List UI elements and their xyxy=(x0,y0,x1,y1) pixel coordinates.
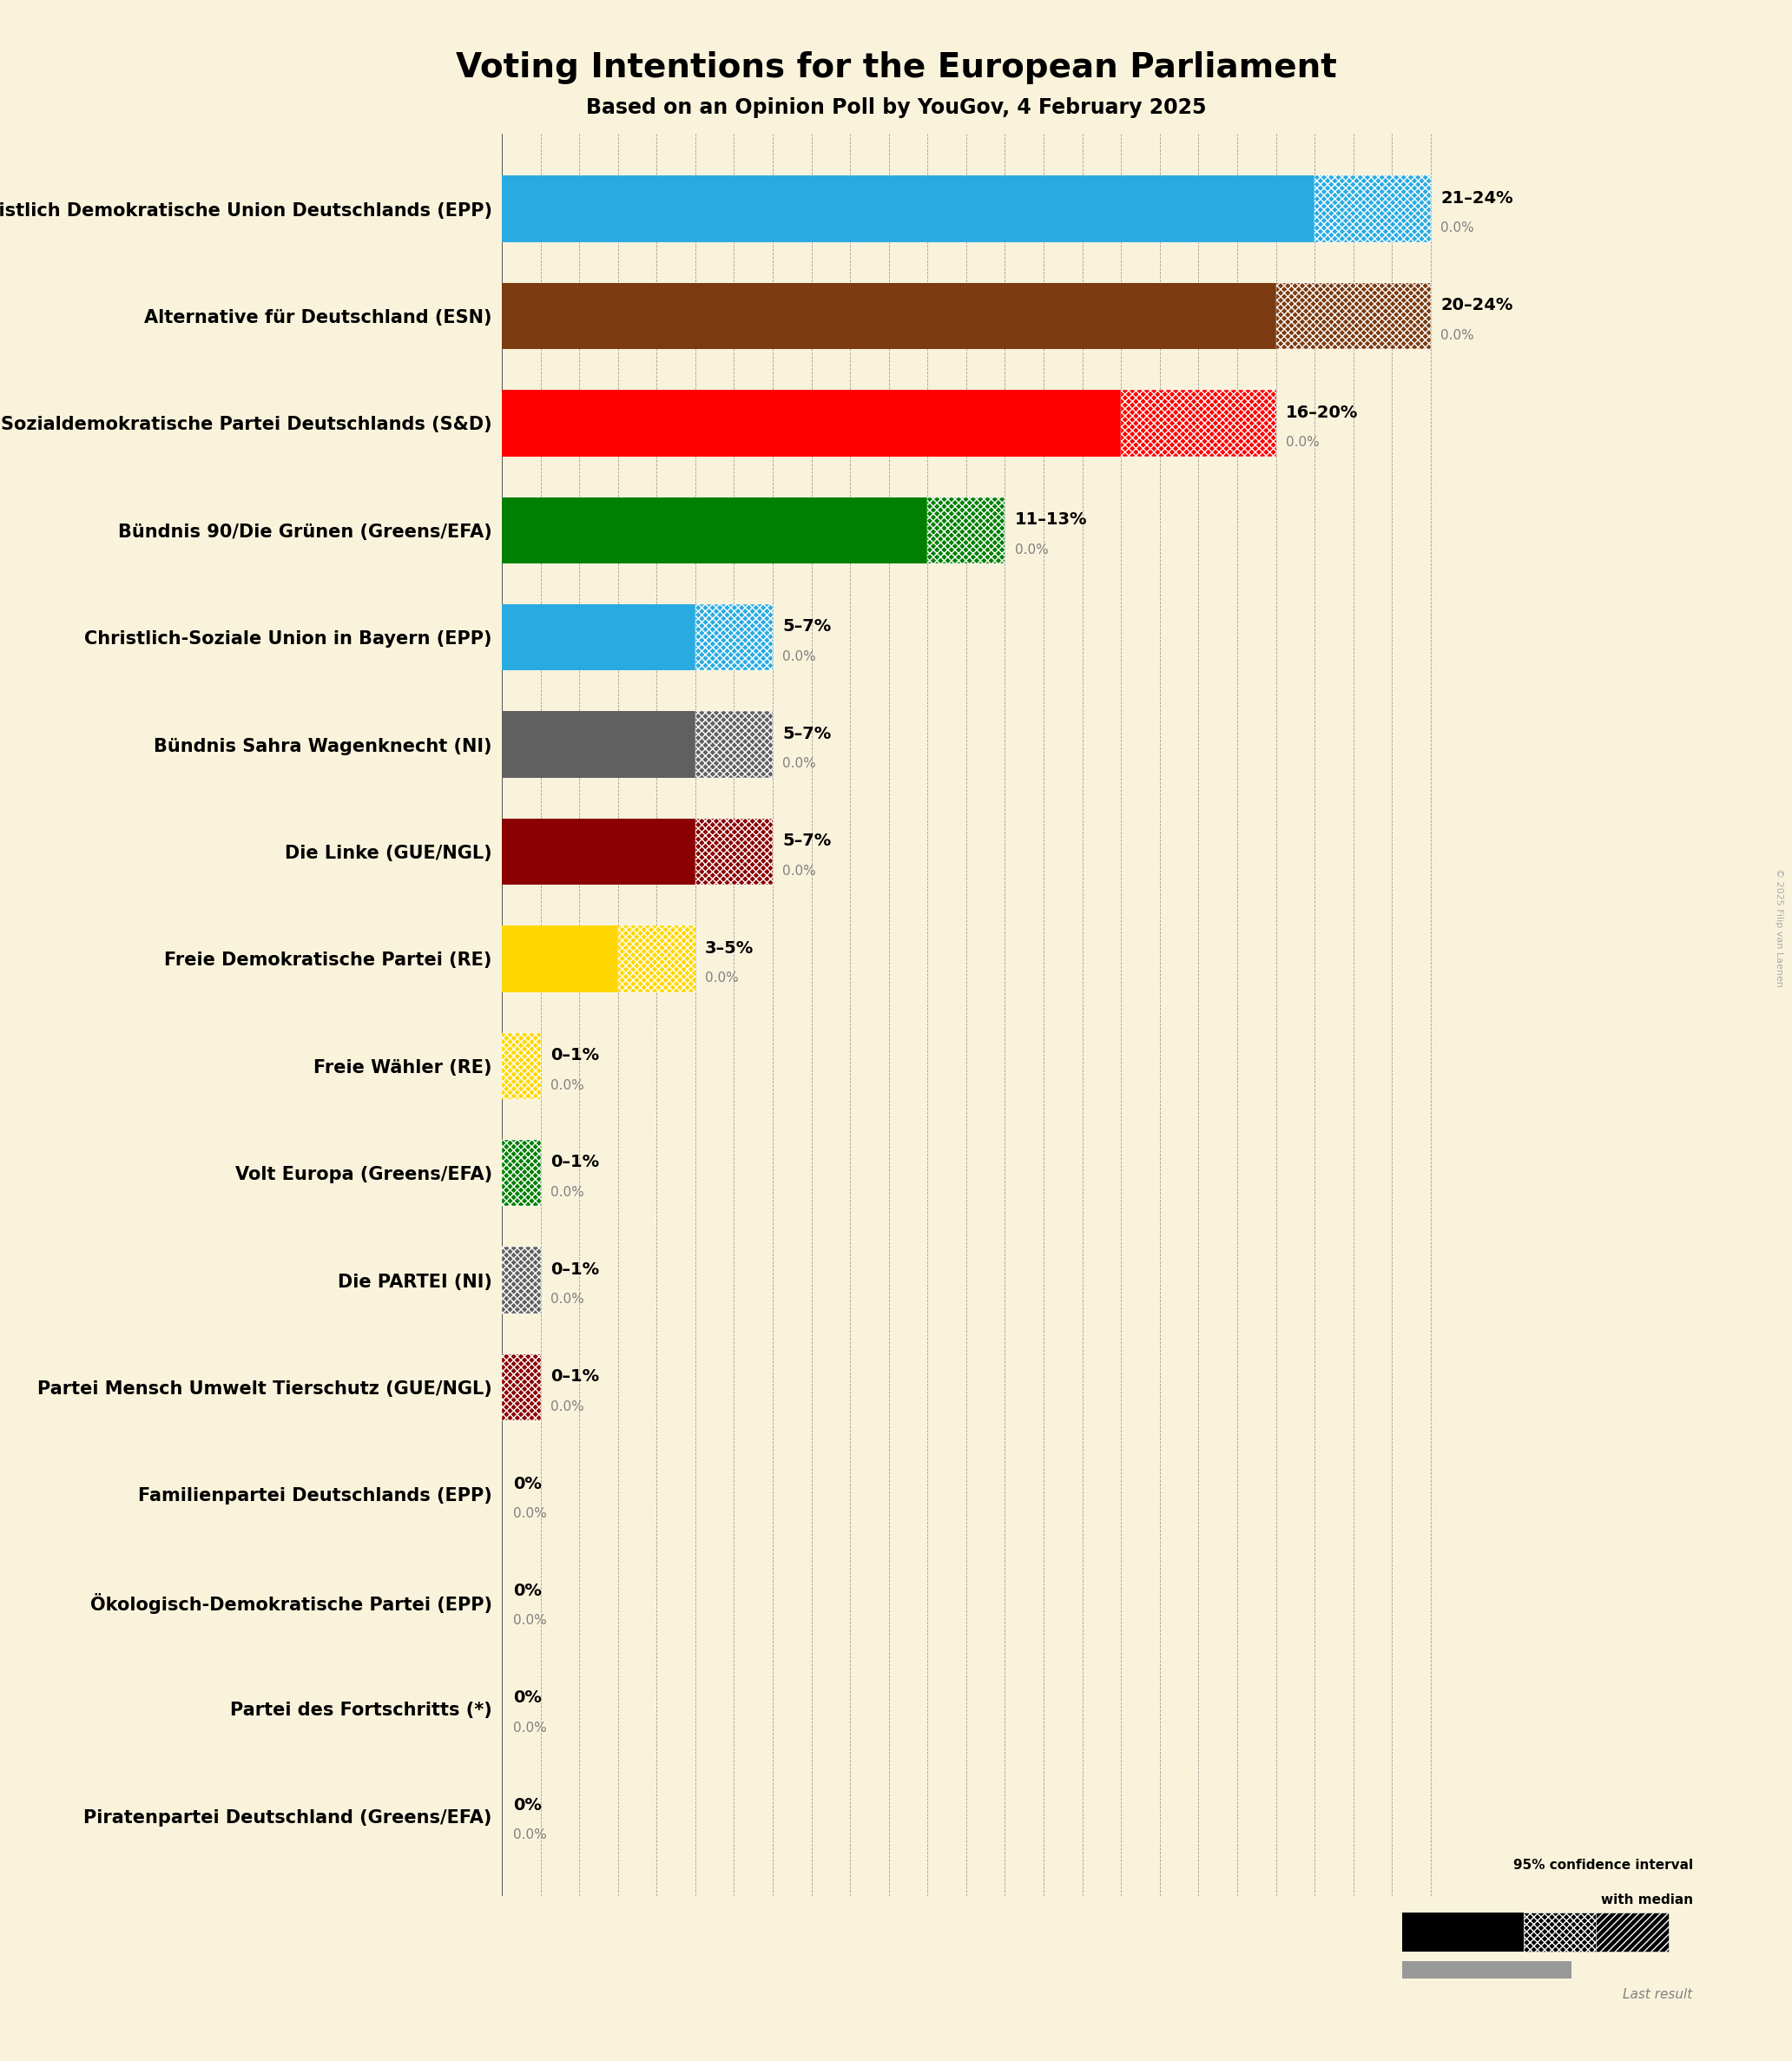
Text: 0.0%: 0.0% xyxy=(513,1614,547,1628)
Text: 0.0%: 0.0% xyxy=(1441,223,1475,235)
Bar xyxy=(502,925,618,991)
Text: 0–1%: 0–1% xyxy=(550,1369,599,1385)
Bar xyxy=(1315,175,1430,241)
Text: 21–24%: 21–24% xyxy=(1441,190,1512,206)
Bar xyxy=(1403,1913,1523,1952)
Bar xyxy=(928,497,1005,563)
Bar xyxy=(618,925,695,991)
Text: 0–1%: 0–1% xyxy=(550,1154,599,1171)
Text: © 2025 Filip van Laenen: © 2025 Filip van Laenen xyxy=(1774,868,1783,987)
Text: 5–7%: 5–7% xyxy=(783,618,831,635)
Text: 0.0%: 0.0% xyxy=(513,1721,547,1735)
Text: 0%: 0% xyxy=(513,1583,541,1599)
Text: 95% confidence interval: 95% confidence interval xyxy=(1512,1859,1693,1871)
Bar xyxy=(502,1247,541,1313)
Text: 0.0%: 0.0% xyxy=(783,864,815,878)
Bar xyxy=(502,711,695,777)
Text: 0.0%: 0.0% xyxy=(1285,437,1319,449)
Text: 0.0%: 0.0% xyxy=(783,756,815,771)
Text: 0%: 0% xyxy=(513,1690,541,1707)
Bar xyxy=(502,1033,541,1099)
Bar xyxy=(1597,1913,1668,1952)
Text: 3–5%: 3–5% xyxy=(704,940,754,956)
Bar xyxy=(1523,1913,1597,1952)
Text: Based on an Opinion Poll by YouGov, 4 February 2025: Based on an Opinion Poll by YouGov, 4 Fe… xyxy=(586,97,1206,117)
Text: Last result: Last result xyxy=(1624,1989,1693,2001)
Bar xyxy=(502,282,1276,348)
Text: 5–7%: 5–7% xyxy=(783,725,831,742)
Text: 0.0%: 0.0% xyxy=(513,1828,547,1843)
Text: 0–1%: 0–1% xyxy=(550,1047,599,1063)
Bar xyxy=(1276,282,1430,348)
Text: 0.0%: 0.0% xyxy=(783,649,815,664)
Bar xyxy=(502,175,1315,241)
Bar xyxy=(502,1140,541,1206)
Text: 0.0%: 0.0% xyxy=(550,1399,584,1414)
Text: Voting Intentions for the European Parliament: Voting Intentions for the European Parli… xyxy=(455,52,1337,85)
Text: 16–20%: 16–20% xyxy=(1285,404,1358,420)
Bar xyxy=(695,604,772,670)
Text: 11–13%: 11–13% xyxy=(1014,511,1088,528)
Text: 0.0%: 0.0% xyxy=(513,1507,547,1521)
Text: 0%: 0% xyxy=(513,1797,541,1814)
Text: 0–1%: 0–1% xyxy=(550,1261,599,1278)
Text: 0.0%: 0.0% xyxy=(550,1292,584,1307)
Text: 0.0%: 0.0% xyxy=(1441,330,1475,342)
Bar xyxy=(502,818,695,884)
Bar xyxy=(1122,390,1276,455)
Text: 0.0%: 0.0% xyxy=(550,1078,584,1092)
Text: 5–7%: 5–7% xyxy=(783,833,831,849)
Text: with median: with median xyxy=(1600,1894,1693,1906)
Text: 0.0%: 0.0% xyxy=(550,1185,584,1200)
Text: 0.0%: 0.0% xyxy=(1014,544,1048,556)
Bar xyxy=(502,1354,541,1420)
Bar xyxy=(502,497,928,563)
Bar xyxy=(1403,1962,1572,1979)
Bar xyxy=(695,818,772,884)
Bar xyxy=(502,604,695,670)
Bar xyxy=(695,711,772,777)
Bar xyxy=(502,390,1122,455)
Text: 0%: 0% xyxy=(513,1476,541,1492)
Text: 0.0%: 0.0% xyxy=(704,971,738,985)
Text: 20–24%: 20–24% xyxy=(1441,297,1512,313)
